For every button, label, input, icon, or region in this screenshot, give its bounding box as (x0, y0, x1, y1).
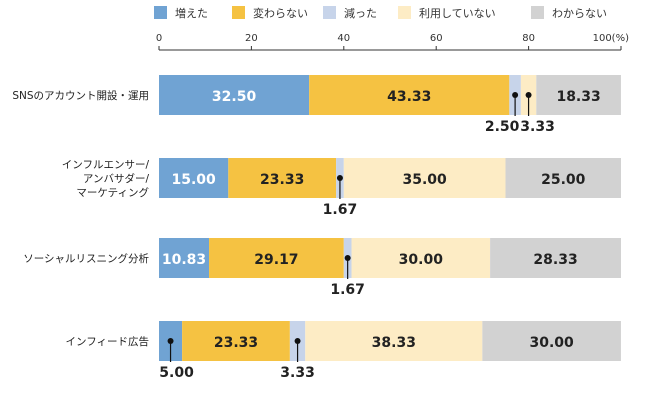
category-labels: SNSのアカウント開設・運用インフルエンサー/アンバサダー/マーケティングソーシ… (12, 89, 149, 348)
legend-swatch (323, 6, 336, 19)
bar-value-label: 30.00 (399, 252, 444, 268)
category-label-line: アンバサダー/ (83, 172, 150, 185)
bars: 32.50 43.33 18.33 15.00 23.33 35.00 25.00 10.83… (159, 75, 621, 361)
bar-segment (159, 238, 210, 278)
legend-item: 減った (323, 6, 377, 20)
legend-label: 利用していない (419, 7, 496, 20)
callout-label: 5.00 (159, 365, 194, 381)
bar-segment (351, 238, 491, 278)
category-label-line: インフルエンサー/ (62, 159, 150, 171)
bar-value-label: 10.83 (162, 252, 206, 268)
bar-value-label: 29.17 (254, 252, 298, 268)
bar-value-label: 23.33 (260, 172, 304, 188)
callout-label: 1.67 (323, 202, 358, 218)
category-label: インフィード広告 (66, 335, 149, 348)
bar-value-label: 15.00 (172, 172, 217, 188)
callout-label: 3.33 (280, 365, 315, 381)
category-label-line: ソーシャルリスニング分析 (23, 252, 149, 265)
legend: 増えた 変わらない 減った 利用していない わからない (154, 6, 607, 20)
legend-item: 変わらない (232, 6, 308, 20)
bar-segment (482, 321, 621, 361)
legend-swatch (398, 6, 411, 19)
bar-value-label: 25.00 (541, 172, 586, 188)
bar-segment (159, 75, 310, 115)
legend-item: わからない (531, 6, 607, 20)
bar-segment (309, 75, 510, 115)
x-tick-label: 0 (156, 33, 162, 44)
callout-label: 1.67 (330, 282, 365, 298)
bar-value-label: 43.33 (387, 89, 431, 105)
bar-value-label: 35.00 (403, 172, 448, 188)
bar-value-label: 28.33 (533, 252, 577, 268)
category-label-line: SNSのアカウント開設・運用 (12, 89, 149, 102)
callout: 3.33 (520, 92, 555, 135)
callout-label: 2.50 (485, 119, 520, 135)
callout: 5.00 (159, 338, 194, 381)
category-label: ソーシャルリスニング分析 (23, 252, 149, 265)
small-value-callouts: 2.50 3.331.671.675.00 3.33 (159, 92, 555, 381)
bar-value-label: 23.33 (214, 335, 258, 351)
callout: 3.33 (280, 338, 315, 381)
bar-segment (228, 158, 337, 198)
callout: 2.50 (485, 92, 520, 135)
bar-segment (209, 238, 344, 278)
callout: 1.67 (323, 175, 358, 218)
callout: 1.67 (330, 255, 365, 298)
bar-value-label: 32.50 (212, 89, 257, 105)
callout-label: 3.33 (520, 119, 555, 135)
bar-segment (159, 158, 229, 198)
category-label-line: マーケティング (76, 186, 149, 199)
x-tick-label: 80 (522, 33, 535, 44)
legend-label: 増えた (175, 7, 208, 20)
bar-segment (343, 158, 506, 198)
legend-label: 変わらない (253, 6, 308, 20)
category-label: SNSのアカウント開設・運用 (12, 89, 149, 102)
x-tick-label: 20 (245, 33, 258, 44)
category-label: インフルエンサー/アンバサダー/マーケティング (62, 159, 150, 199)
legend-item: 利用していない (398, 6, 496, 20)
bar-segment (490, 238, 621, 278)
legend-label: わからない (552, 7, 607, 20)
x-tick-label: 100(%) (593, 33, 629, 44)
bar-value-label: 38.33 (372, 335, 416, 351)
legend-item: 増えた (154, 6, 208, 20)
category-label-line: インフィード広告 (66, 335, 149, 348)
x-tick-label: 40 (337, 33, 350, 44)
x-axis: 0 20 40 60 80 100(%) (156, 33, 629, 51)
legend-swatch (531, 6, 544, 19)
bar-segment (505, 158, 621, 198)
bar-segment (536, 75, 621, 115)
x-tick-label: 60 (430, 33, 443, 44)
legend-swatch (232, 6, 245, 19)
bar-value-label: 18.33 (556, 89, 600, 105)
legend-label: 減った (344, 6, 377, 20)
bar-value-label: 30.00 (530, 335, 575, 351)
bar-segment (305, 321, 483, 361)
legend-swatch (154, 6, 167, 19)
bar-segment (182, 321, 290, 361)
